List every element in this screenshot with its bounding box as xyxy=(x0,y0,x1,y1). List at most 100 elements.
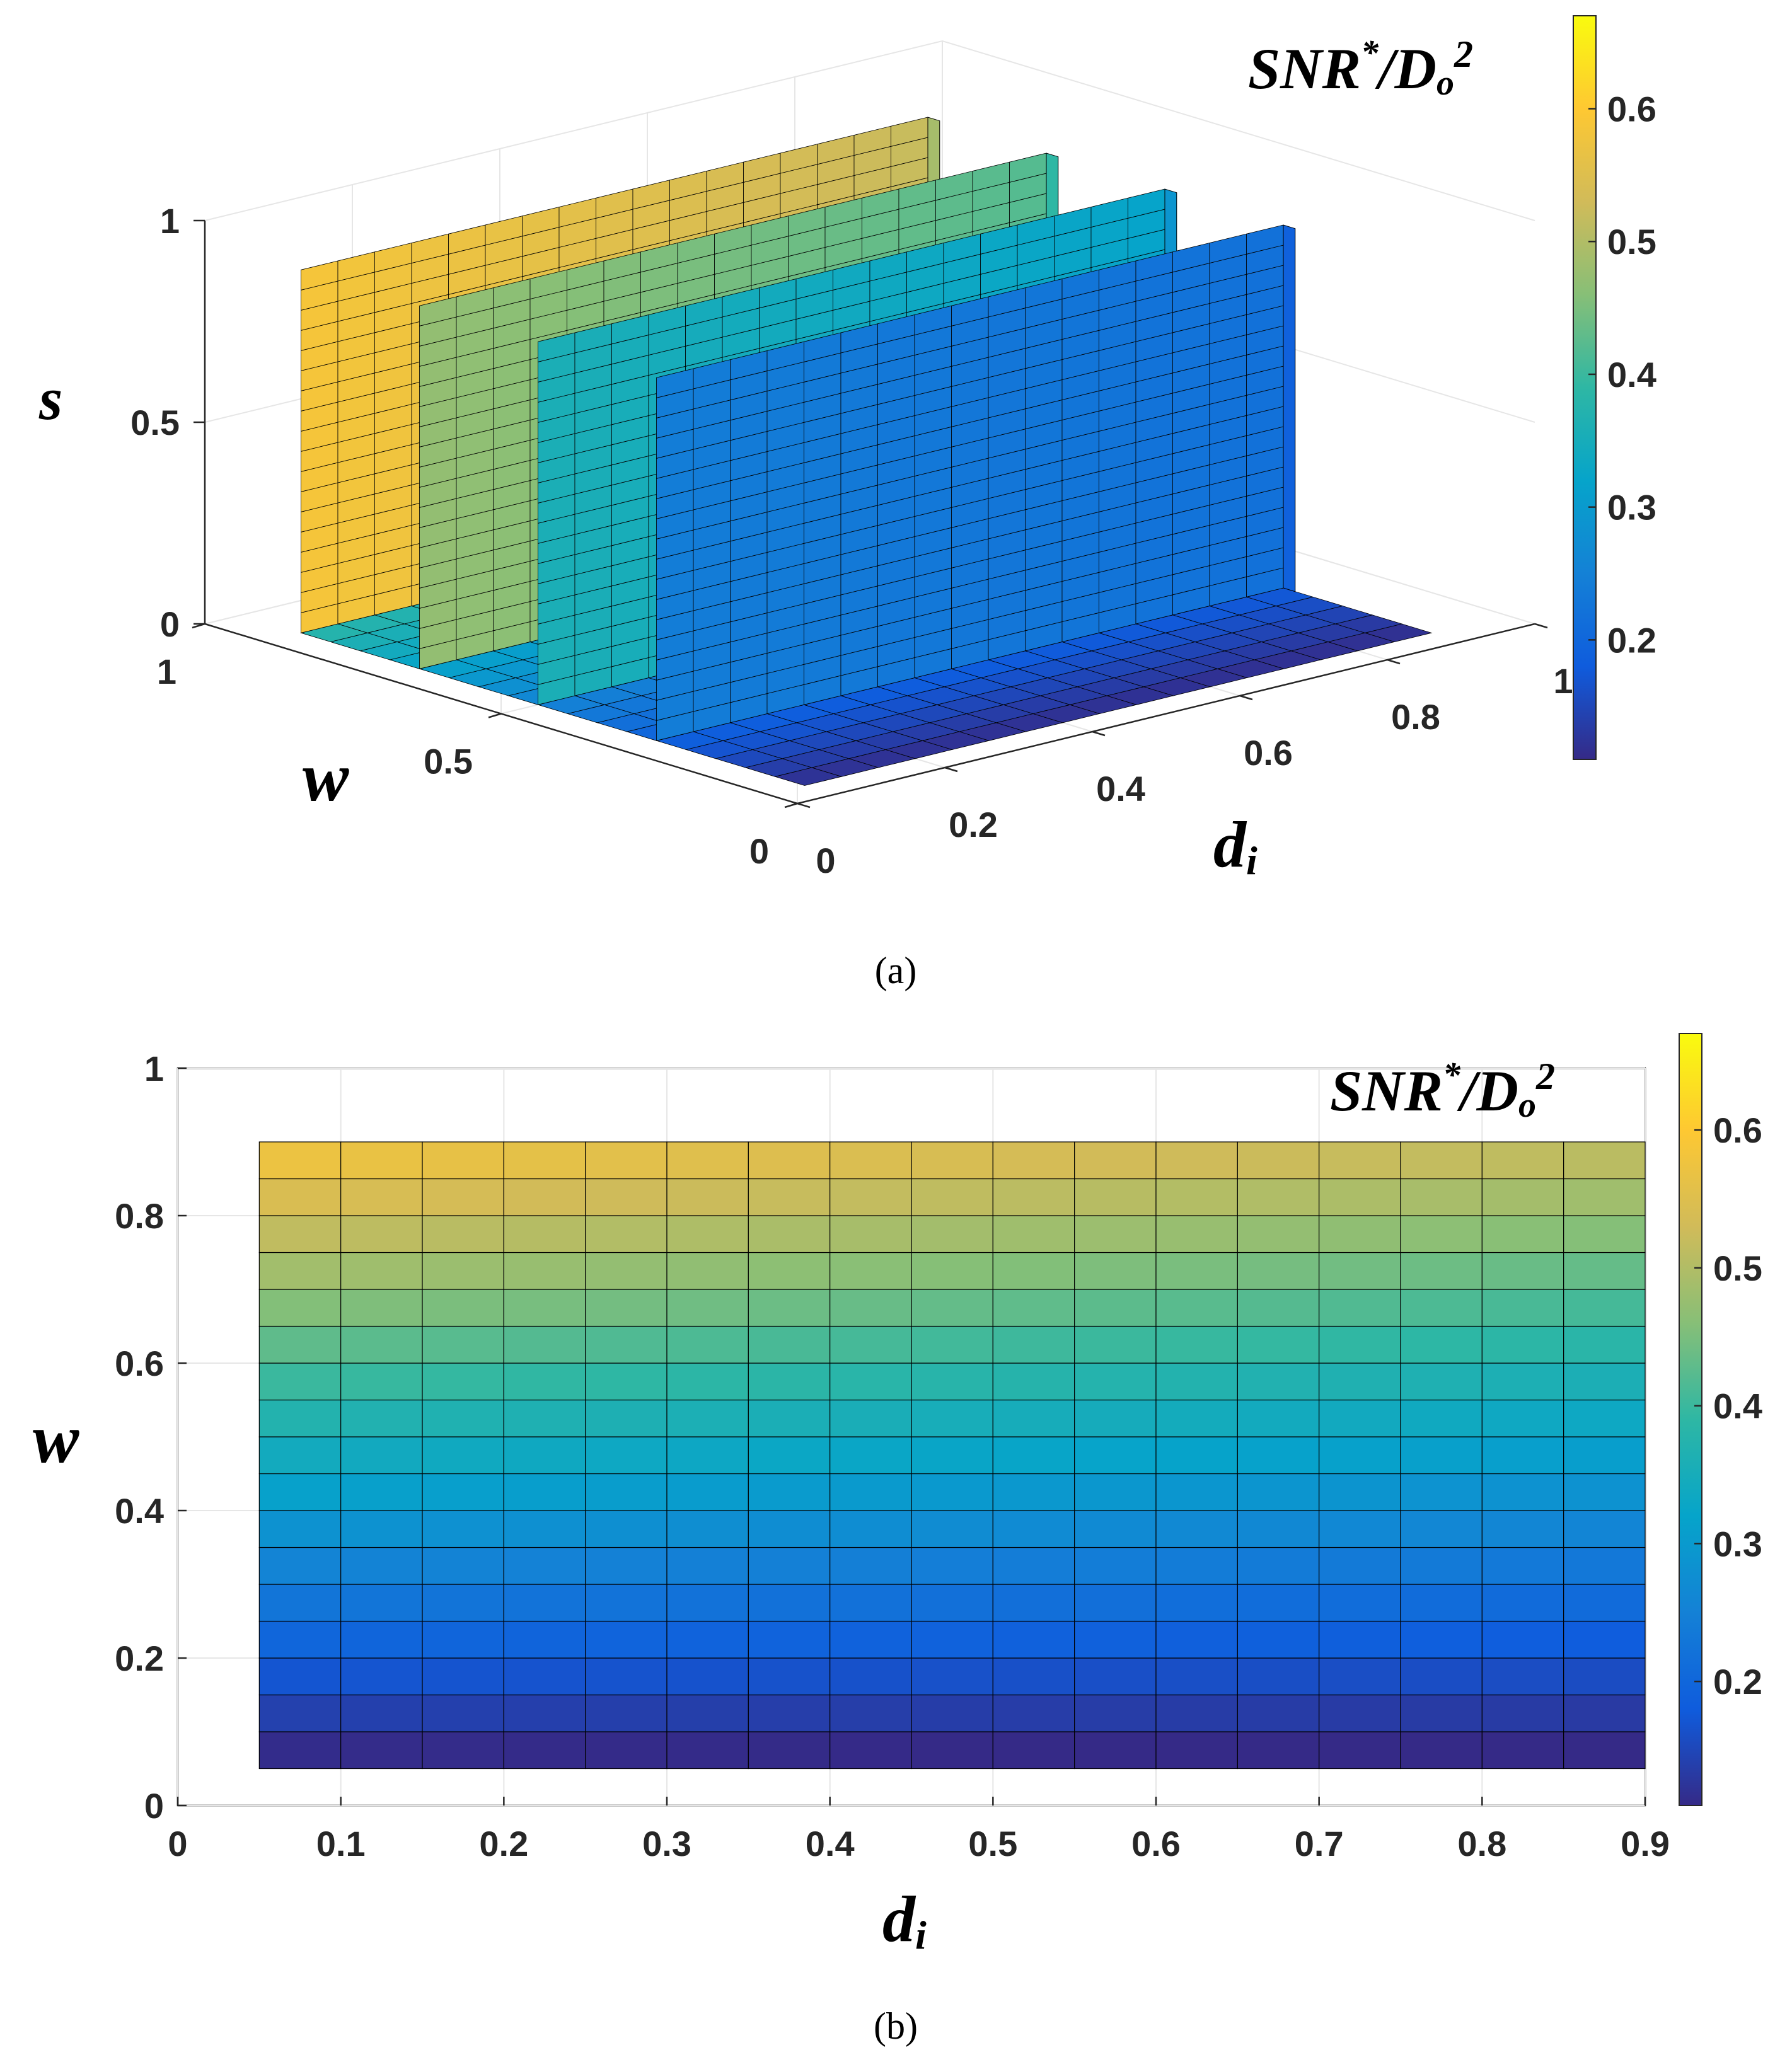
heatmap-cell xyxy=(748,1325,831,1364)
heatmap-cell xyxy=(503,1436,586,1475)
heatmap-cell xyxy=(258,1215,342,1253)
heatmap-cell xyxy=(666,1546,749,1585)
panel-b-cells xyxy=(258,1141,1646,1770)
heatmap-cell xyxy=(258,1731,342,1770)
panel-a-z-axis-label: s xyxy=(38,365,62,432)
x-tick-label: 0.3 xyxy=(642,1824,691,1863)
heatmap-cell xyxy=(1400,1546,1483,1585)
heatmap-cell xyxy=(585,1362,668,1401)
heatmap-cell xyxy=(748,1546,831,1585)
heatmap-cell xyxy=(1481,1436,1564,1475)
heatmap-cell xyxy=(1481,1215,1564,1253)
caption-a: (a) xyxy=(875,950,917,991)
heatmap-cell xyxy=(585,1252,668,1290)
heatmap-cell xyxy=(1563,1362,1646,1401)
heatmap-cell xyxy=(1319,1141,1401,1180)
heatmap-cell xyxy=(1155,1620,1238,1659)
x-tick xyxy=(797,802,811,809)
heatmap-cell xyxy=(585,1657,668,1696)
heatmap-cell xyxy=(1319,1546,1401,1585)
heatmap-cell xyxy=(1481,1399,1564,1437)
heatmap-cell xyxy=(1237,1731,1320,1770)
panel-b-colorbar-gradient xyxy=(1679,1033,1702,1806)
heatmap-cell xyxy=(258,1141,342,1180)
colorbar-tick-label: 0.4 xyxy=(1607,355,1656,395)
heatmap-cell xyxy=(748,1473,831,1511)
x-axis-line xyxy=(797,623,1535,805)
heatmap-cell xyxy=(992,1399,1075,1437)
heatmap-cell xyxy=(585,1141,668,1180)
heatmap-cell xyxy=(340,1657,423,1696)
heatmap-cell xyxy=(503,1731,586,1770)
heatmap-cell xyxy=(258,1657,342,1696)
x-label-sub: i xyxy=(915,1913,927,1957)
heatmap-cell xyxy=(1237,1546,1320,1585)
heatmap-cell xyxy=(1237,1510,1320,1548)
y-tick-label: 0.4 xyxy=(115,1491,164,1531)
heatmap-cell xyxy=(340,1436,423,1475)
heatmap-cell xyxy=(340,1399,423,1437)
y-tick-label: 0 xyxy=(749,831,769,871)
x-tick-label: 0.9 xyxy=(1621,1824,1670,1863)
heatmap-cell xyxy=(911,1657,993,1696)
heatmap-cell xyxy=(585,1584,668,1622)
heatmap-cell xyxy=(340,1289,423,1327)
heatmap-cell xyxy=(503,1178,586,1216)
heatmap-cell xyxy=(830,1399,912,1437)
z-tick-label: 1 xyxy=(160,201,180,241)
heatmap-cell xyxy=(992,1510,1075,1548)
heatmap-cell xyxy=(1563,1436,1646,1475)
colorbar-tick-label: 0.2 xyxy=(1713,1662,1762,1702)
y-tick-label: 0.5 xyxy=(424,742,473,781)
heatmap-cell xyxy=(1074,1325,1157,1364)
heatmap-cell xyxy=(1481,1694,1564,1732)
heatmap-cell xyxy=(340,1731,423,1770)
heatmap-cell xyxy=(258,1584,342,1622)
heatmap-cell xyxy=(422,1215,504,1253)
heatmap-cell xyxy=(830,1546,912,1585)
y-tick-label: 1 xyxy=(157,652,176,691)
heatmap-cell xyxy=(830,1694,912,1732)
heatmap-cell xyxy=(585,1399,668,1437)
y-tick-label: 0.2 xyxy=(115,1639,164,1678)
heatmap-cell xyxy=(748,1657,831,1696)
heatmap-cell xyxy=(585,1694,668,1732)
heatmap-cell xyxy=(503,1473,586,1511)
heatmap-cell xyxy=(1074,1620,1157,1659)
x-label-main: d xyxy=(882,1883,916,1955)
x-tick xyxy=(1534,623,1548,629)
heatmap-cell xyxy=(1319,1620,1401,1659)
heatmap-cell xyxy=(911,1436,993,1475)
x-tick-label: 0.8 xyxy=(1457,1824,1506,1863)
heatmap-cell xyxy=(1400,1141,1483,1180)
heatmap-cell xyxy=(585,1473,668,1511)
heatmap-cell xyxy=(1074,1694,1157,1732)
colorbar-tick-label: 0.5 xyxy=(1713,1248,1762,1288)
heatmap-cell xyxy=(992,1546,1075,1585)
heatmap-cell xyxy=(1237,1473,1320,1511)
heatmap-cell xyxy=(1319,1436,1401,1475)
heatmap-cell xyxy=(422,1694,504,1732)
heatmap-cell xyxy=(1481,1473,1564,1511)
colorbar-tick-label: 0.3 xyxy=(1713,1524,1762,1564)
heatmap-cell xyxy=(666,1215,749,1253)
heatmap-cell xyxy=(340,1510,423,1548)
heatmap-cell xyxy=(1400,1252,1483,1290)
heatmap-cell xyxy=(911,1694,993,1732)
heatmap-cell xyxy=(666,1510,749,1548)
heatmap-cell xyxy=(503,1325,586,1364)
heatmap-cell xyxy=(1481,1546,1564,1585)
heatmap-cell xyxy=(422,1473,504,1511)
heatmap-cell xyxy=(911,1178,993,1216)
heatmap-cell xyxy=(911,1362,993,1401)
heatmap-cell xyxy=(1481,1584,1564,1622)
heatmap-cell xyxy=(1319,1362,1401,1401)
heatmap-cell xyxy=(1237,1215,1320,1253)
heatmap-cell xyxy=(422,1252,504,1290)
heatmap-cell xyxy=(1074,1657,1157,1696)
heatmap-cell xyxy=(748,1731,831,1770)
y-tick-label: 0.8 xyxy=(115,1196,164,1236)
heatmap-cell xyxy=(503,1362,586,1401)
heatmap-cell xyxy=(992,1141,1075,1180)
heatmap-cell xyxy=(1237,1436,1320,1475)
